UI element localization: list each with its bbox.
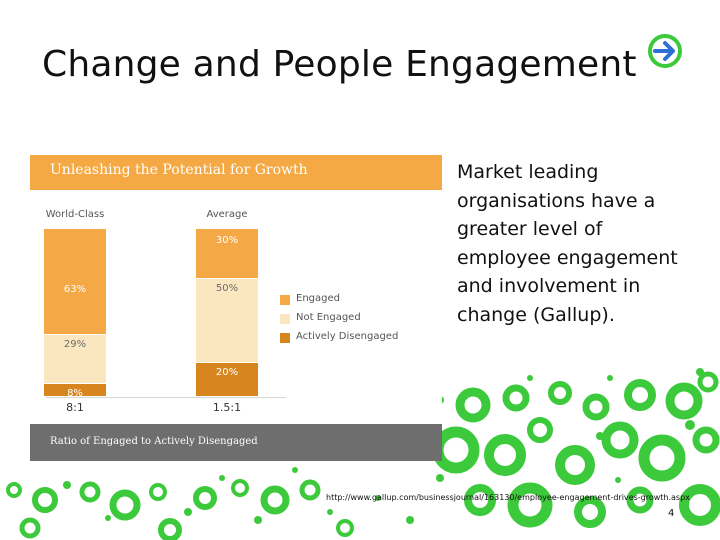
- bar-value-label: 30%: [215, 235, 239, 246]
- page-number: 4: [668, 508, 675, 519]
- bar-segment-not-engaged: 29%: [44, 334, 106, 383]
- legend-swatch-engaged: [280, 295, 290, 305]
- bar-segment-engaged: 63%: [44, 229, 106, 334]
- bar-world-class: 63% 29% 8%: [44, 229, 106, 399]
- bar-value-label: 8%: [67, 387, 83, 399]
- bar-average: 30% 50% 20%: [196, 229, 258, 397]
- legend-label-actively-disengaged: Actively Disengaged: [296, 331, 399, 342]
- gallup-chart-figure: Unleashing the Potential for Growth Worl…: [30, 155, 442, 461]
- bar-value-label: 63%: [63, 283, 87, 295]
- figure-header-text: Unleashing the Potential for Growth: [50, 162, 308, 178]
- category-label-average: Average: [206, 209, 248, 220]
- chart-baseline: [46, 397, 286, 398]
- bar-segment-actively-disengaged: 8%: [44, 383, 106, 399]
- legend-swatch-actively-disengaged: [280, 333, 290, 343]
- bar-value-label: 29%: [63, 338, 87, 350]
- figure-footer-bar: Ratio of Engaged to Actively Disengaged: [30, 424, 442, 461]
- bar-segment-not-engaged: 50%: [196, 279, 258, 363]
- bar-segment-engaged: 30%: [196, 229, 258, 279]
- category-label-world-class: World-Class: [45, 209, 105, 220]
- ratio-world-class: 8:1: [66, 401, 84, 414]
- legend-swatch-not-engaged: [280, 314, 290, 324]
- legend-label-engaged: Engaged: [296, 293, 340, 304]
- bar-value-label: 20%: [215, 367, 239, 379]
- figure-header-bar: Unleashing the Potential for Growth: [30, 155, 442, 190]
- legend-label-not-engaged: Not Engaged: [296, 312, 361, 323]
- bar-segment-actively-disengaged: 20%: [196, 363, 258, 396]
- bullet-text: Market leading organisations have a grea…: [457, 161, 678, 326]
- source-link[interactable]: http://www.gallup.com/businessjournal/16…: [326, 493, 690, 502]
- figure-footer-text: Ratio of Engaged to Actively Disengaged: [50, 436, 258, 447]
- bar-value-label: 50%: [215, 283, 239, 295]
- ratio-average: 1.5:1: [212, 401, 242, 414]
- slide-title: Change and People Engagement: [42, 44, 637, 85]
- arrow-right-circle-icon[interactable]: [646, 32, 684, 70]
